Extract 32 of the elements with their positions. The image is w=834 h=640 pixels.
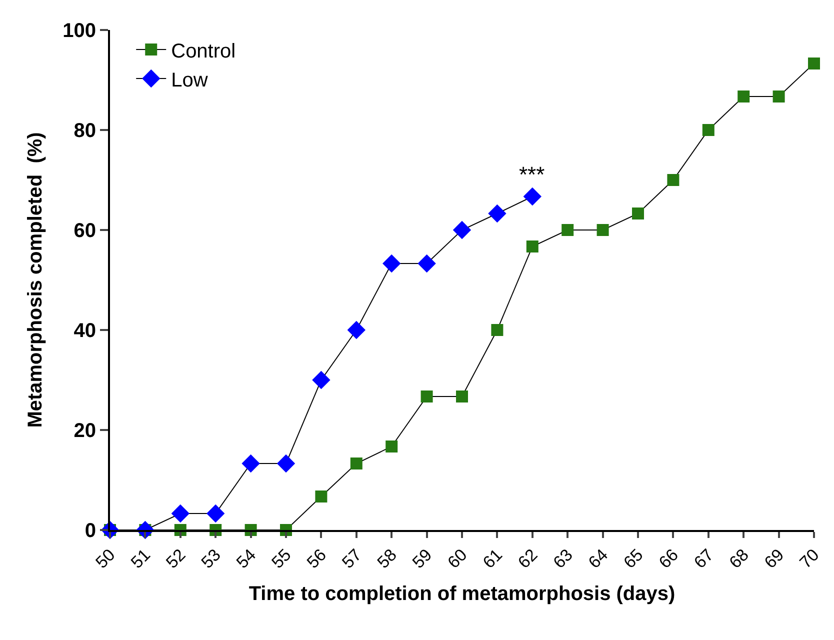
x-tick-label: 64 xyxy=(584,545,612,572)
y-tick-label: 80 xyxy=(74,120,96,142)
x-tick-label: 53 xyxy=(198,545,224,572)
x-tick-label: 59 xyxy=(408,545,436,572)
x-tick-label: 57 xyxy=(338,545,366,572)
x-tick-label: 60 xyxy=(444,545,471,572)
y-tick-label: 100 xyxy=(62,20,96,42)
x-tick-label: 63 xyxy=(550,545,576,572)
y-tick-label: 20 xyxy=(74,420,96,442)
x-tick-label: 50 xyxy=(92,545,119,572)
x-tick-label: 70 xyxy=(796,545,823,572)
x-tick-label: 61 xyxy=(479,545,506,572)
x-tick-label: 67 xyxy=(690,545,718,572)
y-tick-label: 0 xyxy=(84,520,96,542)
x-tick-label: 62 xyxy=(514,545,542,572)
annotation: *** xyxy=(519,162,546,187)
y-tick-label: 40 xyxy=(74,320,96,342)
legend-label: Low xyxy=(171,69,208,92)
x-tick-label: 69 xyxy=(760,545,788,572)
x-tick-label: 68 xyxy=(726,545,752,572)
x-tick-label: 65 xyxy=(620,545,647,572)
x-tick-label: 56 xyxy=(303,545,330,572)
x-axis-title: Time to completion of metamorphosis (days) xyxy=(248,583,676,606)
x-tick-label: 52 xyxy=(162,545,190,572)
y-tick-label: 60 xyxy=(74,220,96,242)
x-tick-label: 66 xyxy=(655,545,682,572)
x-tick-label: 54 xyxy=(232,545,260,572)
x-tick-label: 58 xyxy=(374,545,400,572)
legend-label: Control xyxy=(171,40,236,62)
x-tick-label: 51 xyxy=(127,545,154,572)
y-axis-title: Metamorphosis completed (%) xyxy=(24,132,47,428)
x-tick-label: 55 xyxy=(268,545,295,572)
